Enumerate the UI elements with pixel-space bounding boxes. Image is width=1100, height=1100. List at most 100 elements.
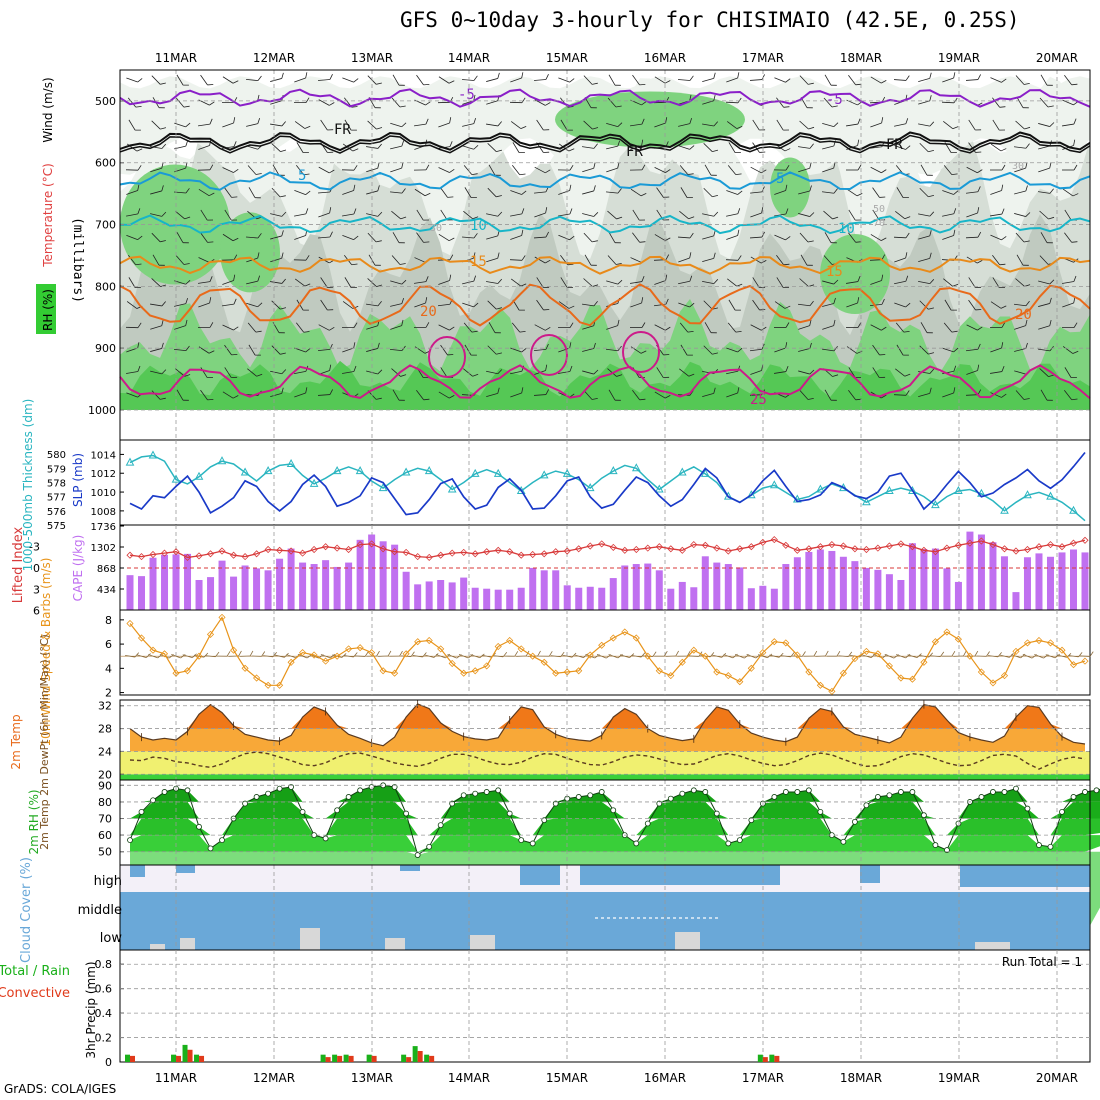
cape-bar <box>621 565 629 610</box>
rh-marker <box>265 790 271 797</box>
cape-bar <box>943 568 951 610</box>
wind-barb <box>943 165 958 176</box>
lifted-index-tick-label: 3 <box>33 583 40 596</box>
thickness-marker <box>631 463 641 472</box>
wind-barb-flag <box>377 143 382 149</box>
wind-barb <box>918 121 935 127</box>
isotherm-label: FR <box>886 137 903 153</box>
pressure-tick-label: 900 <box>95 342 116 355</box>
wind-barb-shaft <box>678 123 690 127</box>
surface-wind-barb-shaft <box>412 655 423 658</box>
surface-wind-barb-shaft <box>861 654 872 659</box>
wind-barb-flag <box>879 219 886 221</box>
surface-wind-barb <box>274 652 289 658</box>
wind-barb-flag <box>280 149 287 152</box>
surface-wind-barb-flag <box>778 652 784 658</box>
wind-barb <box>317 231 333 239</box>
wind-barb-flag <box>158 107 165 109</box>
wind-barb <box>704 322 717 334</box>
isotherm-line <box>119 171 1091 191</box>
wind-speed-marker <box>1046 639 1055 647</box>
wind-barb-shaft <box>894 145 906 150</box>
wind-barb-flag <box>783 263 790 266</box>
wind-barb-flag <box>519 330 526 333</box>
wind-barb-flag <box>951 173 958 176</box>
wind-barb-flag <box>855 219 862 221</box>
wind-barb <box>583 390 598 400</box>
thickness-marker <box>885 485 894 494</box>
wind-speed-marker <box>897 674 905 682</box>
wind-barb-shaft <box>438 167 450 173</box>
lifted-index-marker <box>943 544 951 552</box>
wind-barb <box>461 75 478 81</box>
wind-barb-shaft <box>823 97 833 108</box>
wind-barb-shaft <box>965 191 979 194</box>
wind-barb-flag <box>593 369 599 375</box>
wind-barb <box>271 187 286 198</box>
temp-tick-label: 28 <box>98 723 112 736</box>
wind-barb-shaft <box>776 119 784 131</box>
wind-barb-shaft <box>1062 188 1074 197</box>
wind-barb-flag <box>472 216 479 220</box>
rh-marker <box>472 790 479 797</box>
surface-wind-barb <box>757 653 773 659</box>
wind-barb-flag <box>713 72 716 79</box>
wind-barb-flag <box>1001 393 1007 398</box>
wind-barb-flag <box>735 173 742 176</box>
wind-barb-shaft <box>702 213 714 217</box>
wind-barb-flag <box>953 347 959 353</box>
thickness-tick-label: 576 <box>47 507 66 518</box>
wind-barb-shaft <box>416 209 424 221</box>
wind-barb-shaft <box>750 212 762 218</box>
wind-barb <box>128 119 141 131</box>
wind-barb-shaft <box>943 278 953 287</box>
wind-barb-shaft <box>726 347 738 353</box>
wind-barb-shaft <box>918 371 930 374</box>
wind-barb <box>752 119 766 131</box>
wind-barb-flag <box>713 387 716 394</box>
precip-tick-label: 0.4 <box>95 1007 113 1020</box>
wind-barb-shaft <box>463 210 473 220</box>
isotherm-label: 15 <box>470 254 487 270</box>
surface-wind-barb-shaft <box>884 653 895 659</box>
cape-bar <box>264 570 272 610</box>
wind-barb-shaft <box>677 236 691 239</box>
wind-barb-flag <box>808 126 815 130</box>
rh-moist-patch <box>770 157 810 218</box>
wind-barb <box>533 231 549 239</box>
wind-barb-flag <box>616 216 623 220</box>
wind-barb-flag <box>257 302 263 308</box>
wind-barb-flag <box>376 240 382 243</box>
wind-barb-shaft <box>390 280 402 285</box>
wind-barb-flag <box>737 190 743 195</box>
wind-barb-flag <box>1071 398 1078 401</box>
wind-barb-shaft <box>487 300 497 310</box>
wind-barb-flag <box>881 298 885 305</box>
wind-barb <box>342 365 357 374</box>
precip-total-bar <box>182 1044 188 1062</box>
wind-barb <box>366 211 383 217</box>
lifted-index-marker <box>552 548 560 556</box>
precip-total-bar <box>412 1046 418 1062</box>
wind-barb-flag <box>689 302 695 308</box>
wind-barb-flag <box>425 276 429 282</box>
wind-speed-marker <box>839 669 847 677</box>
cloud-high-patch <box>860 865 880 883</box>
wind-barb-flag <box>401 188 406 194</box>
wind-barb-flag <box>401 319 404 326</box>
wind-barb <box>582 185 596 195</box>
wind-barb-flag <box>1001 322 1006 328</box>
wind-barb <box>1064 232 1078 243</box>
wind-barb <box>776 97 790 108</box>
surface-wind-barb-shaft <box>286 654 296 659</box>
wind-barb-shaft <box>822 303 834 307</box>
surface-wind-barb-flag <box>479 653 485 659</box>
wind-barb <box>1039 210 1055 220</box>
wind-barb <box>606 319 620 330</box>
cape-bar <box>839 556 847 610</box>
wind-barb <box>776 277 790 288</box>
wind-barb <box>150 342 164 352</box>
wind-barb-shaft <box>823 255 833 265</box>
wind-barb <box>630 276 645 284</box>
surface-wind-barb-shaft <box>125 654 135 658</box>
